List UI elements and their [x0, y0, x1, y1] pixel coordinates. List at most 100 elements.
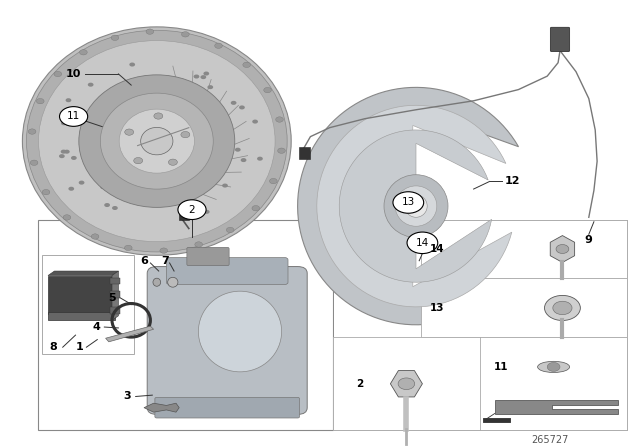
- Ellipse shape: [100, 93, 213, 189]
- Circle shape: [68, 187, 74, 191]
- Circle shape: [222, 184, 228, 188]
- Circle shape: [393, 192, 424, 213]
- Ellipse shape: [141, 127, 173, 155]
- Circle shape: [407, 232, 438, 254]
- Circle shape: [28, 129, 36, 134]
- Circle shape: [65, 121, 70, 125]
- Circle shape: [134, 158, 143, 164]
- Polygon shape: [390, 370, 422, 397]
- Circle shape: [102, 130, 108, 134]
- Circle shape: [154, 113, 163, 119]
- Circle shape: [104, 203, 110, 207]
- Circle shape: [398, 378, 415, 390]
- Circle shape: [115, 111, 120, 115]
- Ellipse shape: [198, 291, 282, 372]
- Circle shape: [61, 150, 67, 154]
- Circle shape: [92, 234, 99, 239]
- Circle shape: [112, 206, 118, 210]
- FancyBboxPatch shape: [48, 312, 115, 320]
- Polygon shape: [48, 271, 118, 276]
- Circle shape: [228, 137, 234, 141]
- Text: 3: 3: [123, 392, 131, 401]
- Circle shape: [278, 148, 285, 153]
- Text: 2: 2: [189, 205, 195, 215]
- Circle shape: [88, 112, 93, 116]
- FancyBboxPatch shape: [550, 27, 570, 52]
- Polygon shape: [298, 87, 527, 325]
- Text: 8: 8: [49, 342, 57, 352]
- FancyBboxPatch shape: [48, 276, 112, 314]
- Text: 5: 5: [108, 293, 116, 303]
- FancyBboxPatch shape: [147, 267, 307, 414]
- Polygon shape: [144, 403, 179, 412]
- Circle shape: [124, 245, 132, 250]
- Circle shape: [63, 116, 69, 120]
- Circle shape: [176, 82, 182, 86]
- Circle shape: [150, 199, 156, 203]
- Circle shape: [100, 96, 106, 100]
- Ellipse shape: [79, 75, 235, 207]
- Ellipse shape: [22, 27, 291, 255]
- Circle shape: [227, 227, 234, 233]
- Circle shape: [111, 120, 116, 124]
- Text: 14: 14: [430, 244, 445, 254]
- Circle shape: [199, 187, 205, 191]
- Circle shape: [68, 114, 74, 118]
- Text: 14: 14: [416, 238, 429, 248]
- Text: 4: 4: [92, 322, 100, 332]
- Circle shape: [180, 207, 186, 211]
- Circle shape: [204, 72, 209, 76]
- Text: 10: 10: [66, 69, 81, 79]
- Ellipse shape: [384, 175, 448, 237]
- Circle shape: [100, 185, 106, 189]
- Circle shape: [177, 198, 183, 202]
- Circle shape: [183, 192, 189, 196]
- Circle shape: [545, 295, 580, 320]
- Circle shape: [218, 122, 224, 126]
- Text: 2: 2: [356, 379, 363, 389]
- Circle shape: [68, 112, 74, 116]
- Circle shape: [186, 170, 192, 174]
- Circle shape: [264, 87, 271, 93]
- Circle shape: [195, 204, 201, 208]
- Circle shape: [141, 81, 147, 85]
- Circle shape: [100, 139, 106, 143]
- Circle shape: [145, 79, 150, 83]
- Text: 9: 9: [585, 235, 593, 245]
- Ellipse shape: [396, 186, 437, 226]
- Circle shape: [146, 29, 154, 34]
- Ellipse shape: [153, 278, 161, 286]
- Circle shape: [65, 98, 71, 102]
- Text: 11: 11: [67, 112, 80, 121]
- Ellipse shape: [538, 361, 570, 373]
- Polygon shape: [317, 105, 512, 307]
- Text: 6: 6: [140, 256, 148, 266]
- Circle shape: [126, 84, 132, 88]
- Circle shape: [36, 99, 44, 104]
- Text: 1: 1: [76, 342, 84, 352]
- Circle shape: [42, 190, 50, 195]
- Circle shape: [172, 82, 177, 86]
- Circle shape: [214, 43, 222, 48]
- Circle shape: [178, 200, 206, 220]
- Circle shape: [276, 117, 284, 122]
- Circle shape: [63, 215, 71, 220]
- Circle shape: [30, 160, 38, 165]
- FancyBboxPatch shape: [179, 214, 189, 220]
- Circle shape: [207, 85, 213, 89]
- FancyBboxPatch shape: [110, 278, 120, 284]
- FancyBboxPatch shape: [166, 258, 288, 284]
- Circle shape: [200, 75, 206, 79]
- FancyBboxPatch shape: [421, 220, 627, 279]
- FancyBboxPatch shape: [333, 337, 627, 430]
- Ellipse shape: [405, 195, 428, 217]
- Circle shape: [220, 147, 225, 151]
- Circle shape: [160, 248, 168, 253]
- Ellipse shape: [38, 41, 275, 241]
- Circle shape: [188, 177, 193, 181]
- Circle shape: [187, 215, 193, 219]
- Circle shape: [79, 50, 87, 55]
- Polygon shape: [495, 400, 618, 414]
- FancyBboxPatch shape: [187, 247, 229, 266]
- Circle shape: [168, 76, 173, 80]
